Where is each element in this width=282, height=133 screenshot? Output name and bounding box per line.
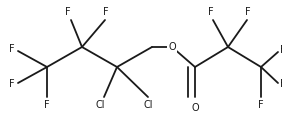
Text: F: F <box>280 45 282 55</box>
Text: Cl: Cl <box>143 100 153 110</box>
Text: O: O <box>191 103 199 113</box>
Text: O: O <box>168 42 176 52</box>
Text: F: F <box>44 100 50 110</box>
Text: F: F <box>65 7 71 17</box>
Text: F: F <box>103 7 109 17</box>
Text: F: F <box>258 100 264 110</box>
Text: F: F <box>280 79 282 89</box>
Text: Cl: Cl <box>95 100 105 110</box>
Text: F: F <box>9 79 15 89</box>
Text: F: F <box>208 7 214 17</box>
Text: F: F <box>245 7 251 17</box>
Text: F: F <box>9 44 15 54</box>
